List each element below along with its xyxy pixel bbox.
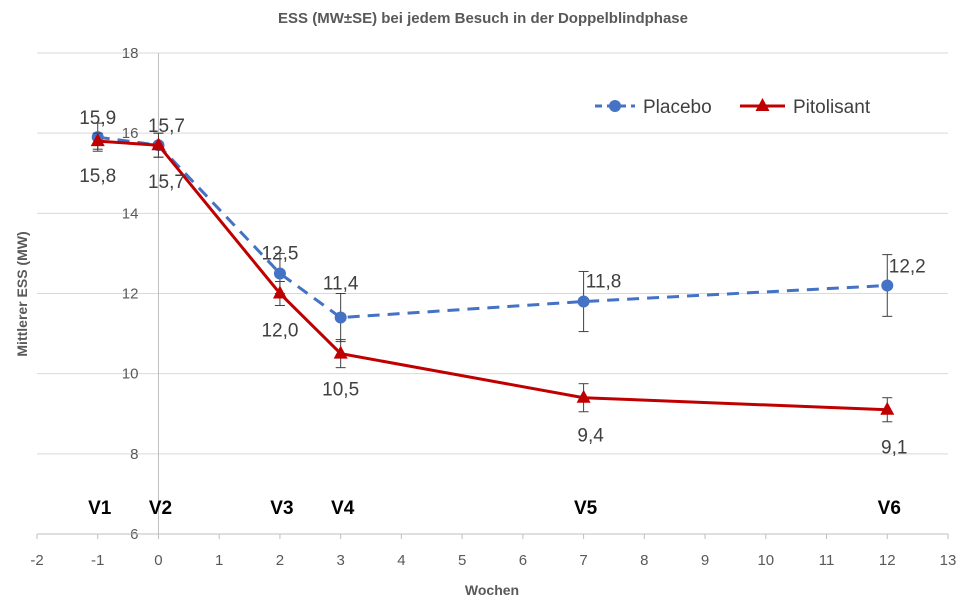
pitolisant-data-label: 9,4 xyxy=(577,426,604,447)
placebo-point xyxy=(577,295,590,308)
y-tick-label: 18 xyxy=(122,45,139,62)
legend-label-pitolisant: Pitolisant xyxy=(793,97,871,118)
x-tick-label: 13 xyxy=(940,552,957,569)
legend-marker-icon xyxy=(609,100,621,112)
placebo-data-label: 12,5 xyxy=(261,243,298,264)
legend-marker-icon xyxy=(755,98,770,111)
x-tick-label: 0 xyxy=(154,552,162,569)
placebo-data-label: 15,7 xyxy=(148,116,185,137)
placebo-data-label: 11,8 xyxy=(586,272,622,293)
x-tick-label: -2 xyxy=(30,552,43,569)
x-tick-label: 4 xyxy=(397,552,405,569)
y-tick-label: 16 xyxy=(122,125,139,142)
visit-label-v5: V5 xyxy=(574,498,598,519)
placebo-point xyxy=(334,311,347,324)
legend-label-placebo: Placebo xyxy=(643,97,712,118)
y-tick-label: 12 xyxy=(122,286,139,303)
pitolisant-point xyxy=(333,345,348,359)
x-tick-label: 6 xyxy=(519,552,527,569)
visit-label-v1: V1 xyxy=(88,498,112,519)
placebo-point xyxy=(273,267,286,280)
placebo-point xyxy=(881,279,894,292)
visit-label-v6: V6 xyxy=(878,498,901,519)
pitolisant-data-label: 10,5 xyxy=(322,380,359,401)
x-tick-label: 3 xyxy=(336,552,344,569)
x-tick-label: 9 xyxy=(701,552,709,569)
visit-label-v3: V3 xyxy=(270,498,293,519)
pitolisant-data-label: 9,1 xyxy=(881,438,907,459)
pitolisant-line xyxy=(97,139,888,412)
pitolisant-data-label: 12,0 xyxy=(261,321,298,342)
placebo-data-label: 11,4 xyxy=(323,274,359,295)
pitolisant-point xyxy=(576,389,591,403)
x-axis-label: Wochen xyxy=(465,582,519,598)
visit-label-v4: V4 xyxy=(331,498,355,519)
pitolisant-point xyxy=(880,401,895,415)
x-tick-label: 5 xyxy=(458,552,466,569)
x-tick-label: 8 xyxy=(640,552,648,569)
placebo-data-label: 12,2 xyxy=(889,256,926,277)
x-tick-label: 2 xyxy=(276,552,284,569)
y-tick-label: 8 xyxy=(130,446,138,463)
pitolisant-point xyxy=(90,133,105,147)
y-axis-label: Mittlerer ESS (MW) xyxy=(14,231,30,356)
x-tick-label: 1 xyxy=(215,552,223,569)
placebo-data-label: 15,9 xyxy=(79,108,116,129)
placebo-line xyxy=(97,135,888,320)
chart-title: ESS (MW±SE) bei jedem Besuch in der Dopp… xyxy=(278,10,688,27)
pitolisant-point xyxy=(272,285,287,299)
x-tick-label: 7 xyxy=(579,552,587,569)
pitolisant-data-label: 15,8 xyxy=(79,166,116,187)
x-tick-label: 11 xyxy=(819,552,835,569)
visit-label-v2: V2 xyxy=(149,498,172,519)
y-tick-label: 10 xyxy=(122,366,139,383)
x-tick-label: 12 xyxy=(879,552,896,569)
x-tick-label: 10 xyxy=(757,552,774,569)
y-tick-label: 14 xyxy=(122,205,139,222)
x-tick-label: -1 xyxy=(91,552,104,569)
pitolisant-data-label: 15,7 xyxy=(148,172,185,193)
pitolisant-point xyxy=(151,137,166,151)
